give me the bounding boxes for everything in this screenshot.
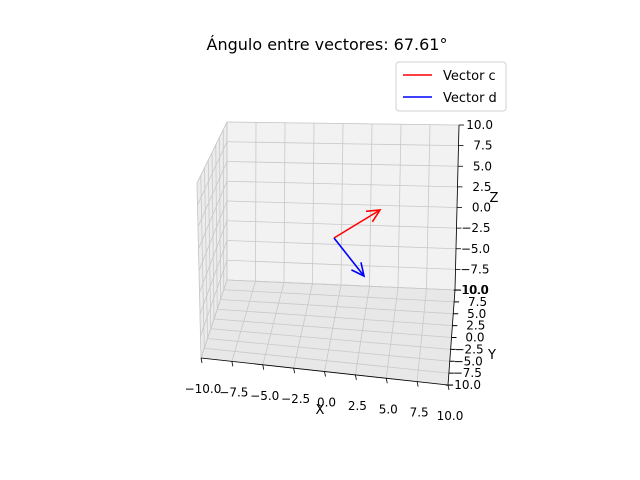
grid-line — [213, 318, 452, 338]
grid-line — [369, 123, 373, 287]
y-tick-label: 0.0 — [465, 331, 484, 345]
z-axis-label: Z — [490, 191, 499, 206]
y-tick-label: 5.0 — [467, 307, 486, 321]
y-tick-label: −5.0 — [454, 354, 483, 368]
grid-line — [226, 161, 459, 167]
chart-title: Ángulo entre vectores: 67.61° — [207, 35, 448, 54]
grid-line — [220, 299, 454, 315]
z-tick-label: 7.5 — [473, 139, 492, 153]
y-tick-label: −2.5 — [454, 342, 483, 356]
x-tick-label: −5.0 — [250, 389, 279, 403]
grid-line — [219, 137, 221, 300]
x-tick-mark — [385, 378, 388, 384]
legend: Vector c Vector d — [395, 61, 507, 112]
x-tick-mark — [447, 384, 450, 391]
grid-line — [198, 200, 228, 271]
vector-arrowhead — [365, 209, 382, 223]
grid-line — [198, 181, 228, 249]
x-tick-label: 0.0 — [317, 396, 336, 410]
x-tick-label: −2.5 — [281, 392, 310, 406]
z-tick-label: 2.5 — [472, 180, 491, 194]
series-vector-d — [333, 237, 366, 278]
y-tick-label: −7.5 — [453, 366, 482, 380]
x-tick-label: −7.5 — [219, 385, 248, 399]
x-tick-mark — [231, 361, 234, 367]
x-axis-label: X — [316, 403, 325, 418]
y-tick-label: 2.5 — [466, 319, 485, 333]
floor-pane — [200, 279, 456, 386]
x-tick-mark — [200, 357, 203, 364]
z-tick-label: −5.0 — [461, 242, 490, 256]
grid-line — [416, 288, 427, 382]
grid-line — [385, 287, 399, 379]
vector-arrowhead — [351, 262, 366, 278]
y-axis-label: Y — [487, 348, 496, 363]
grid-line — [222, 129, 225, 290]
z-axis-ticks: −10.0 −7.5 −5.0 −2.5 0.0 2.5 5.0 7.5 10.0 — [452, 118, 493, 297]
grid-line — [226, 279, 456, 291]
series-vector-c — [333, 209, 382, 239]
y-tick-label: 7.5 — [468, 295, 487, 309]
z-tick-label: −10.0 — [452, 283, 489, 297]
y-axis-ticks: −10.0−7.5−5.0−2.50.02.55.07.510.0 — [444, 283, 488, 392]
grid-line — [223, 289, 455, 303]
x-tick-mark — [416, 381, 419, 387]
vector-shaft — [333, 209, 381, 239]
grid-line — [196, 121, 228, 184]
series-group — [333, 209, 382, 278]
grid-line — [226, 121, 460, 126]
grid-line — [226, 200, 458, 208]
y-tick-label: −10.0 — [444, 378, 481, 392]
grid-line — [354, 286, 370, 375]
x-tick-label: 2.5 — [348, 399, 367, 413]
x-tick-mark — [262, 364, 265, 370]
grid-line — [217, 308, 453, 327]
z-tick-label: −2.5 — [461, 221, 490, 235]
x-tick-mark — [293, 368, 296, 374]
grid-line — [397, 124, 402, 288]
z-tick-label: −7.5 — [460, 262, 489, 276]
grid-line — [226, 180, 458, 188]
x-tick-label: 5.0 — [379, 402, 398, 416]
legend-label-vector-c: Vector c — [443, 69, 496, 84]
x-tick-label: 7.5 — [410, 406, 429, 420]
x-axis-ticks: −10.0−7.5 −5.0 −2.5 0.0 2.5 5.0 7.5 10.0 — [185, 357, 464, 423]
x-tick-mark — [354, 374, 357, 380]
z-tick-label: 0.0 — [472, 201, 491, 215]
grid-line — [226, 141, 459, 147]
vector-shaft — [333, 237, 365, 277]
y-tick-label: 10.0 — [461, 283, 488, 297]
z-tick-label: 5.0 — [473, 159, 492, 173]
z-tick-label: 10.0 — [466, 118, 493, 132]
x-tick-label: 10.0 — [437, 409, 464, 423]
grid-line — [197, 141, 228, 206]
x-tick-label: −10.0 — [185, 382, 222, 396]
grid-line — [426, 124, 431, 289]
legend-label-vector-d: Vector d — [443, 91, 497, 106]
grid-line — [197, 161, 228, 227]
x-tick-mark — [324, 371, 326, 377]
grid-line — [215, 144, 218, 310]
